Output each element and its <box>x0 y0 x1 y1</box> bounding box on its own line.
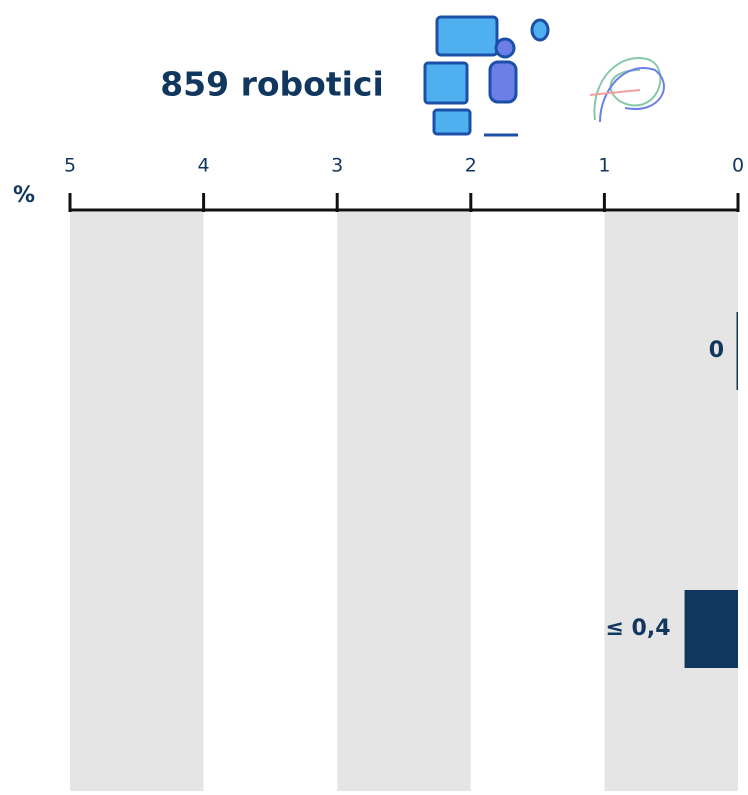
x-tick-label: 0 <box>732 155 744 177</box>
x-tick-label: 1 <box>598 155 610 177</box>
bar <box>736 312 738 390</box>
x-axis-label: % <box>13 183 35 208</box>
bands <box>70 212 738 791</box>
logo-icon <box>589 57 665 123</box>
value-label: 0 <box>709 338 724 363</box>
chart-title: 859 robotici <box>160 65 384 104</box>
grid-band <box>604 212 738 791</box>
x-tick-label: 5 <box>64 155 76 177</box>
x-tick-label: 4 <box>198 155 210 177</box>
x-tick-label: 2 <box>465 155 477 177</box>
value-label: ≤ 0,4 <box>605 616 670 641</box>
grid-band <box>337 212 471 791</box>
x-tick-label: 3 <box>331 155 343 177</box>
plot: 5 4 3 2 1 0 0 ≤ 0,4 <box>64 155 744 668</box>
robot-icon <box>423 15 550 137</box>
grid-band <box>70 212 204 791</box>
bar <box>684 590 738 668</box>
